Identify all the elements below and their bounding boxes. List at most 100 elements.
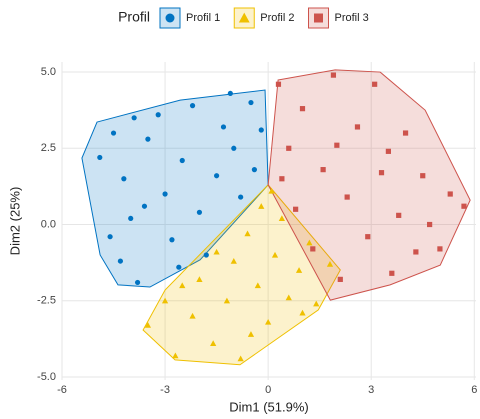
cluster-hull — [81, 89, 269, 288]
point — [196, 276, 203, 282]
point — [396, 212, 402, 218]
point — [299, 309, 306, 316]
point — [286, 145, 292, 151]
point — [189, 312, 196, 319]
y-tick-label: -2.5 — [37, 295, 56, 307]
series-points — [97, 90, 264, 286]
y-tick-label: 2.5 — [41, 142, 56, 154]
point — [314, 13, 323, 23]
point — [299, 106, 306, 112]
point — [161, 297, 169, 304]
point — [131, 115, 137, 121]
cluster-hull — [142, 184, 341, 366]
point — [278, 215, 286, 222]
point — [223, 297, 231, 304]
legend-item: Profil 2 — [233, 7, 295, 29]
point — [330, 72, 337, 78]
series-points — [275, 72, 467, 282]
point — [271, 251, 279, 258]
grid — [61, 62, 476, 380]
point — [179, 157, 185, 164]
point — [244, 230, 251, 237]
point — [169, 237, 175, 243]
point — [334, 142, 340, 148]
x-tick-label: 3 — [368, 384, 374, 396]
point — [172, 352, 179, 359]
point — [251, 167, 257, 173]
point — [134, 279, 141, 286]
point — [165, 13, 175, 23]
y-tick-label: 0.0 — [41, 218, 56, 230]
series-points — [144, 187, 334, 362]
legend-item: Profil 1 — [159, 7, 220, 29]
y-axis-label: Dim2 (25%) — [7, 187, 22, 256]
point — [354, 124, 361, 130]
y-tick-label: -5.0 — [37, 371, 56, 383]
point — [117, 258, 124, 264]
point — [220, 124, 227, 130]
point — [237, 355, 244, 362]
point — [196, 209, 203, 215]
point — [420, 173, 426, 179]
point — [121, 176, 127, 182]
point — [365, 234, 371, 240]
point — [389, 270, 395, 276]
point — [285, 294, 292, 301]
point — [144, 321, 152, 328]
x-axis-label: Dim1 (51.9%) — [229, 399, 308, 414]
point — [141, 203, 148, 209]
legend-label: Profil 1 — [186, 12, 220, 24]
point — [268, 187, 275, 194]
point — [295, 267, 303, 273]
point — [176, 264, 182, 270]
point — [402, 130, 409, 136]
legend-label: Profil 2 — [260, 12, 294, 24]
point — [337, 276, 343, 282]
point — [313, 300, 320, 307]
point — [258, 127, 264, 133]
cluster-hull — [267, 69, 471, 301]
point — [279, 176, 285, 182]
legend-title: Profil — [118, 9, 150, 25]
point — [145, 136, 151, 142]
x-tick-label: 0 — [265, 384, 271, 396]
point — [179, 282, 186, 289]
point — [427, 221, 433, 228]
point — [162, 191, 168, 197]
point — [258, 203, 265, 209]
point — [413, 249, 419, 255]
point — [189, 102, 196, 109]
point — [128, 215, 134, 222]
point — [227, 90, 233, 97]
point — [320, 167, 326, 173]
point — [372, 81, 378, 87]
point — [107, 234, 113, 240]
point — [385, 148, 391, 154]
point — [238, 194, 244, 200]
point — [310, 246, 316, 252]
point — [213, 248, 220, 255]
legend-label: Profil 3 — [335, 12, 369, 24]
point — [214, 173, 220, 179]
point — [110, 130, 117, 136]
point — [97, 154, 103, 161]
point — [155, 112, 161, 118]
point — [254, 282, 261, 289]
point — [378, 170, 385, 176]
point — [238, 12, 250, 23]
x-tick-label: 6 — [471, 384, 477, 396]
point — [231, 145, 237, 151]
point — [344, 194, 350, 200]
x-tick-label: -6 — [57, 384, 67, 396]
point — [265, 318, 272, 325]
y-tick-label: 5.0 — [41, 66, 56, 78]
point — [230, 257, 237, 264]
point — [247, 331, 255, 337]
x-tick-label: -3 — [160, 384, 170, 396]
point — [437, 246, 443, 252]
point — [210, 340, 217, 347]
point — [248, 99, 254, 106]
point — [306, 239, 313, 246]
